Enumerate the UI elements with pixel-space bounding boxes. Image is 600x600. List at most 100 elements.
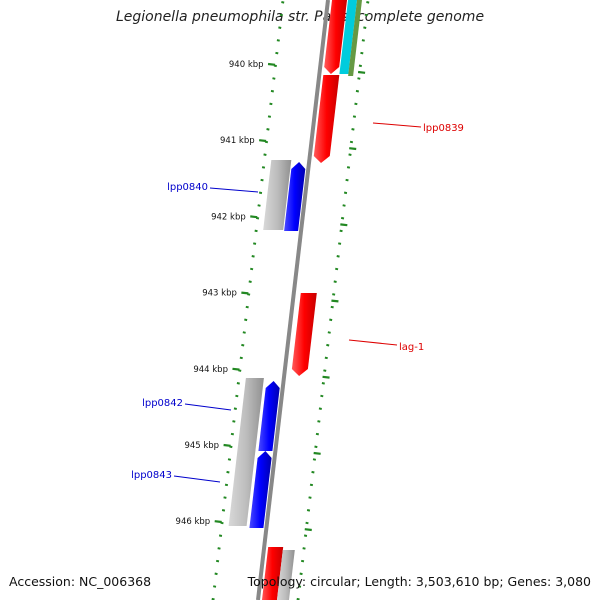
feature-olive xyxy=(348,0,363,76)
tick-dot-right xyxy=(349,140,354,144)
tick-dot-left xyxy=(242,331,246,334)
feature-forward xyxy=(324,0,348,74)
tick-dot-right xyxy=(318,407,322,410)
ruler-label: 944 kbp xyxy=(193,365,228,375)
feature-other xyxy=(263,160,292,230)
tick-dot-left xyxy=(232,420,236,423)
tick-dot-left xyxy=(227,458,232,461)
ruler-tick-left xyxy=(232,367,240,371)
tick-dot-left xyxy=(281,1,285,4)
tick-dot-right xyxy=(360,51,364,55)
tick-dot-left xyxy=(245,305,249,309)
tick-dot-left xyxy=(223,496,227,499)
tick-dot-right xyxy=(306,509,311,512)
tick-dot-right xyxy=(308,496,312,499)
tick-dot-right xyxy=(338,242,342,245)
tick-dot-left xyxy=(278,26,282,29)
tick-dot-left xyxy=(276,39,280,42)
tick-dot-left xyxy=(221,509,226,512)
ruler-tick-right xyxy=(304,528,312,532)
tick-dot-right xyxy=(361,39,365,42)
gene-leader-line xyxy=(173,475,221,483)
tick-dot-left xyxy=(251,255,255,258)
backbone-line xyxy=(256,0,330,600)
gene-lpp0842 xyxy=(258,381,280,451)
tick-dot-left xyxy=(226,470,230,474)
gene-leader-line xyxy=(184,403,232,411)
feature-other xyxy=(228,378,264,526)
tick-dot-right xyxy=(366,1,370,4)
tick-dot-left xyxy=(253,242,257,245)
tick-dot-left xyxy=(233,407,237,410)
summary-text: Topology: circular; Length: 3,503,610 bp… xyxy=(247,574,591,589)
tick-dot-right xyxy=(358,64,362,68)
ruler-tick-left xyxy=(241,291,249,295)
tick-dot-left xyxy=(272,77,276,80)
tick-dot-left xyxy=(235,394,239,398)
tick-dot-left xyxy=(267,115,272,118)
tick-dot-right xyxy=(315,432,319,436)
tick-dot-right xyxy=(339,229,343,233)
tick-dot-right xyxy=(320,394,324,398)
ruler-label: 941 kbp xyxy=(220,136,255,146)
tick-dot-right xyxy=(330,305,334,309)
ruler-tick-left xyxy=(223,443,231,447)
tick-dot-right xyxy=(343,191,348,195)
tick-dot-right xyxy=(340,216,345,220)
ruler-label: 940 kbp xyxy=(229,60,264,70)
ruler-tick-left xyxy=(214,520,222,524)
gene-label-lpp0843: lpp0843 xyxy=(131,470,172,481)
ruler-tick-right xyxy=(331,299,339,303)
tick-dot-left xyxy=(263,153,267,156)
gene-lpp0843 xyxy=(249,451,272,528)
tick-dot-right xyxy=(345,178,349,182)
tick-dot-left xyxy=(248,280,252,283)
tick-dot-right xyxy=(305,521,309,525)
gene-labels: lpp0839 lpp0840 lag-1 lpp0842 lpp0843 xyxy=(131,122,464,483)
feature-other xyxy=(276,550,295,600)
tick-dot-right xyxy=(296,597,300,600)
tick-dot-left xyxy=(275,51,279,55)
gene-lpp0840 xyxy=(284,162,306,231)
tick-dot-left xyxy=(269,102,273,106)
tick-dot-left xyxy=(270,89,275,93)
tick-dot-right xyxy=(364,13,368,17)
gene-label-lpp0839: lpp0839 xyxy=(423,123,464,134)
tick-dot-right xyxy=(324,356,328,360)
gene-lag-1 xyxy=(291,293,317,376)
tick-dot-right xyxy=(333,280,337,283)
tick-dot-right xyxy=(363,26,367,29)
tick-dot-right xyxy=(326,343,330,347)
tick-dot-left xyxy=(214,572,218,576)
accession-text: Accession: NC_006368 xyxy=(9,574,152,589)
gene-label-lpp0842: lpp0842 xyxy=(142,398,183,409)
map-title: Legionella pneumophila str. Paris, compl… xyxy=(115,9,485,25)
ruler-label: 943 kbp xyxy=(202,289,237,299)
tick-dot-right xyxy=(355,89,360,93)
tick-dot-left xyxy=(257,204,261,207)
tick-dot-right xyxy=(317,420,321,423)
tick-dot-right xyxy=(352,115,357,118)
tick-dot-right xyxy=(312,458,317,461)
tick-dot-right xyxy=(302,547,306,550)
tick-dot-left xyxy=(218,534,223,537)
tick-dot-right xyxy=(357,77,361,80)
ruler-tick-right xyxy=(340,223,348,227)
tick-dot-left xyxy=(261,166,266,169)
ruler-tick-right xyxy=(322,375,330,379)
tick-dot-left xyxy=(224,483,229,487)
tick-dot-left xyxy=(260,178,264,182)
tick-dot-right xyxy=(300,559,305,563)
tick-dot-left xyxy=(217,547,221,550)
ruler: 940 kbp 941 kbp 942 kbp 943 kbp 944 kbp 945 k… xyxy=(176,60,366,532)
tick-dot-left xyxy=(254,229,258,233)
tick-dot-right xyxy=(335,267,339,271)
tick-dot-right xyxy=(323,369,327,372)
tick-dot-right xyxy=(351,128,355,131)
tick-dot-right xyxy=(354,102,358,106)
gene-leader-line xyxy=(209,187,259,193)
tick-dot-right xyxy=(342,204,346,207)
ruler-label: 946 kbp xyxy=(176,517,211,527)
gene-leader-line xyxy=(348,339,398,346)
